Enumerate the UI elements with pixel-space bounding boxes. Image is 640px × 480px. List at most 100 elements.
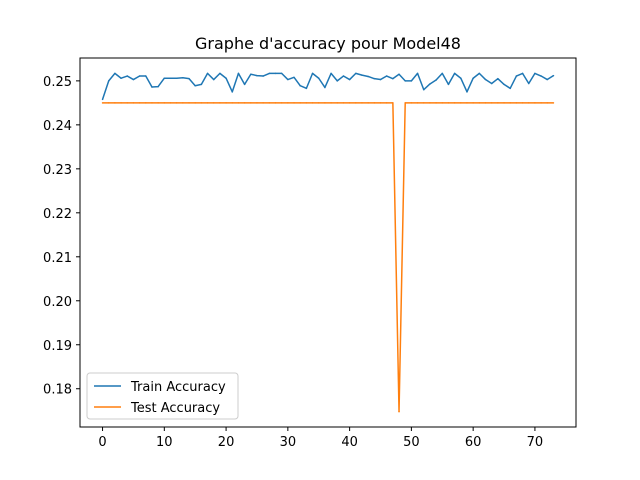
data-point [293,76,295,79]
data-point [392,102,394,104]
data-point [274,72,277,75]
data-point [293,102,295,104]
data-point [138,75,141,77]
data-point [342,102,345,104]
data-point [132,78,135,81]
data-point [509,102,511,104]
data-point [243,83,246,86]
data-point [490,102,493,104]
data-point [497,77,499,80]
y-tick-label: 0.18 [43,383,72,398]
data-point [355,102,357,104]
data-point [101,98,104,101]
data-point [348,102,351,104]
data-point [552,102,555,104]
y-tick-label: 0.22 [43,207,72,222]
data-point [441,72,444,75]
data-point [392,77,394,80]
data-point [472,77,474,79]
legend-box [86,372,239,420]
data-point [256,102,258,104]
data-point [324,102,326,104]
data-point [404,102,406,104]
chart-title: Graphe d'accuracy pour Model48 [195,34,461,53]
data-point [422,102,425,104]
data-point [219,102,221,104]
data-point [157,102,159,104]
data-point [484,78,487,81]
data-point [490,82,493,85]
y-axis: 0.18 0.19 0.20 0.21 0.22 0.23 0.24 0.25 [43,75,80,398]
data-point [280,102,283,104]
data-point [145,75,147,77]
series-line [102,102,554,413]
y-tick-label: 0.19 [43,339,72,354]
data-point [367,75,369,78]
y-tick-label: 0.25 [43,75,72,90]
data-point [429,83,431,85]
data-point [497,102,499,104]
data-point [268,102,271,104]
data-point [231,91,234,93]
axes-frame [79,57,577,428]
y-tick-label: 0.20 [43,295,72,310]
data-point [435,102,437,104]
data-point [441,102,444,104]
y-tick-label: 0.24 [43,119,72,134]
data-point [453,72,456,75]
data-point [466,102,468,104]
data-point [330,102,332,104]
data-point [435,79,437,81]
data-point [157,85,159,88]
data-point [521,102,524,104]
data-point [163,102,166,104]
data-point [416,102,419,104]
data-point [200,102,203,104]
data-point [212,102,215,104]
data-point [262,102,264,104]
data-point [262,75,264,77]
data-point [410,102,413,104]
data-point [416,72,419,75]
plot-area [101,72,555,413]
data-point [138,102,141,104]
data-point [429,102,431,104]
y-tick-label: 0.21 [43,251,72,266]
data-point [515,102,518,104]
data-point [194,102,196,104]
data-point [460,77,462,79]
data-point [169,102,172,104]
data-point [280,72,283,75]
data-point [385,75,388,77]
x-tick-label: 40 [341,435,358,450]
data-point [182,77,184,79]
data-point [126,102,128,104]
data-point [317,102,320,104]
data-point [114,72,116,75]
data-point [373,77,376,80]
data-point [330,72,332,75]
data-point [107,102,110,104]
data-point [250,102,252,104]
data-point [188,102,190,104]
data-point [151,102,153,104]
x-tick-label: 70 [527,435,544,450]
x-tick-label: 0 [98,435,106,450]
data-point [355,72,357,75]
data-point [379,78,382,81]
series-0 [101,72,555,101]
data-point [410,80,413,82]
data-point [324,86,326,89]
data-point [200,83,203,86]
data-point [336,80,339,82]
data-point [528,82,530,85]
x-tick-label: 30 [280,435,297,450]
data-point [175,102,178,104]
data-point [546,78,549,81]
data-point [237,72,240,75]
data-point [528,102,530,104]
data-point [453,102,456,104]
data-point [311,102,314,104]
data-point [503,102,505,104]
